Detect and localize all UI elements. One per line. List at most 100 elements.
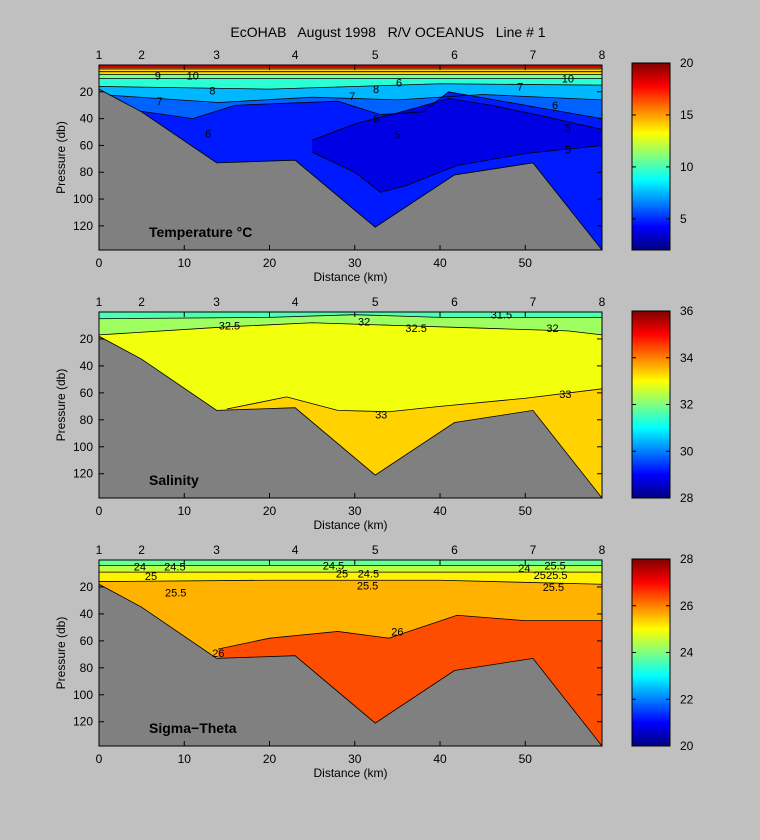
colorbar-tick-label: 28	[680, 552, 694, 566]
contour-label: 6	[373, 114, 379, 126]
colorbar-tick-label: 28	[680, 491, 694, 505]
x-tick-label: 10	[178, 256, 192, 270]
x-tick-label: 0	[96, 256, 103, 270]
colorbar	[631, 558, 671, 747]
field-region	[99, 565, 602, 573]
contour-line	[218, 614, 602, 650]
contour-label: 25.5	[543, 582, 564, 594]
contour-line	[226, 388, 602, 413]
contour-label: 32	[358, 316, 370, 328]
contour-label: 33	[559, 389, 571, 401]
bathymetry	[99, 88, 602, 250]
contour-line	[99, 579, 602, 585]
x-tick-label: 20	[263, 504, 277, 518]
colorbar-tick-label: 20	[680, 56, 694, 70]
contour-label: 10	[562, 73, 574, 85]
contour-label: 24.5	[164, 562, 185, 574]
y-axis-label: Pressure (db)	[54, 617, 68, 690]
x-tick-label: 0	[96, 752, 103, 766]
panel-label: Temperature °C	[149, 224, 252, 240]
colorbar-tick-label: 34	[680, 351, 694, 365]
x-tick-label: 10	[178, 504, 192, 518]
station-label: 7	[530, 48, 537, 62]
y-tick-label: 120	[73, 467, 93, 481]
station-label: 5	[372, 48, 379, 62]
y-tick-label: 40	[80, 607, 94, 621]
station-label: 4	[292, 48, 299, 62]
contour-label: 32.5	[405, 323, 426, 335]
contour-line	[99, 94, 602, 103]
station-label: 4	[292, 295, 299, 309]
station-label: 8	[599, 543, 606, 557]
contour-label: 7	[156, 96, 162, 108]
contour-label: 6	[552, 100, 558, 112]
y-tick-label: 60	[80, 386, 94, 400]
contour-label: 10	[187, 71, 199, 83]
colorbar-tick-label: 26	[680, 599, 694, 613]
station-label: 1	[96, 295, 103, 309]
y-tick-label: 80	[80, 165, 94, 179]
bathymetry	[99, 335, 602, 498]
y-tick-label: 20	[80, 85, 94, 99]
station-label: 7	[530, 295, 537, 309]
y-tick-label: 20	[80, 332, 94, 346]
x-tick-label: 20	[263, 752, 277, 766]
x-tick-label: 0	[96, 504, 103, 518]
field-region	[99, 73, 602, 79]
contour-label: 5	[565, 123, 571, 135]
axes-box	[98, 559, 603, 747]
contour-label: 5	[565, 144, 571, 156]
contour-label: 5	[394, 130, 400, 142]
y-axis-label: Pressure (db)	[54, 369, 68, 442]
y-tick-label: 60	[80, 634, 94, 648]
x-tick-label: 40	[433, 256, 447, 270]
contour-label: 32	[546, 323, 558, 335]
axes-box	[98, 311, 603, 499]
panel-label: Sigma−Theta	[149, 720, 237, 736]
x-tick-label: 50	[519, 256, 533, 270]
station-label: 7	[530, 543, 537, 557]
colorbar-tick-label: 20	[680, 739, 694, 753]
contour-label: 25.5	[165, 587, 186, 599]
contour-label: 31.5	[491, 310, 512, 322]
contour-label: 9	[155, 71, 161, 83]
x-axis-label: Distance (km)	[313, 766, 387, 780]
y-tick-label: 80	[80, 413, 94, 427]
y-tick-label: 100	[73, 688, 93, 702]
y-tick-label: 120	[73, 715, 93, 729]
y-tick-label: 20	[80, 580, 94, 594]
colorbar-tick-label: 32	[680, 398, 694, 412]
station-label: 3	[213, 295, 220, 309]
station-label: 5	[372, 543, 379, 557]
x-tick-label: 50	[519, 752, 533, 766]
x-tick-label: 40	[433, 752, 447, 766]
contour-line	[311, 98, 602, 141]
station-label: 6	[451, 48, 458, 62]
contour-label: 8	[209, 85, 215, 97]
contour-label: 25	[336, 568, 348, 580]
colorbar-tick-label: 15	[680, 108, 694, 122]
station-label: 5	[372, 295, 379, 309]
y-tick-label: 100	[73, 192, 93, 206]
bathymetry	[99, 583, 602, 746]
x-tick-label: 10	[178, 752, 192, 766]
y-tick-label: 40	[80, 112, 94, 126]
colorbar	[631, 62, 671, 251]
field-region	[99, 65, 602, 69]
y-tick-label: 80	[80, 661, 94, 675]
contour-line	[99, 91, 602, 120]
contour-label: 24	[518, 563, 530, 575]
y-tick-label: 100	[73, 440, 93, 454]
station-label: 2	[138, 295, 145, 309]
y-tick-label: 120	[73, 219, 93, 233]
contour-label: 33	[375, 409, 387, 421]
y-tick-label: 60	[80, 138, 94, 152]
colorbar-tick-label: 30	[680, 444, 694, 458]
contour-line	[99, 322, 602, 336]
